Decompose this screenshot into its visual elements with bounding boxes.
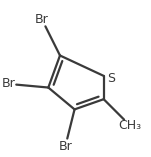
Text: Br: Br <box>58 140 72 153</box>
Text: Br: Br <box>1 77 15 90</box>
Text: S: S <box>107 72 115 85</box>
Text: Br: Br <box>35 13 49 26</box>
Text: CH₃: CH₃ <box>118 119 141 132</box>
